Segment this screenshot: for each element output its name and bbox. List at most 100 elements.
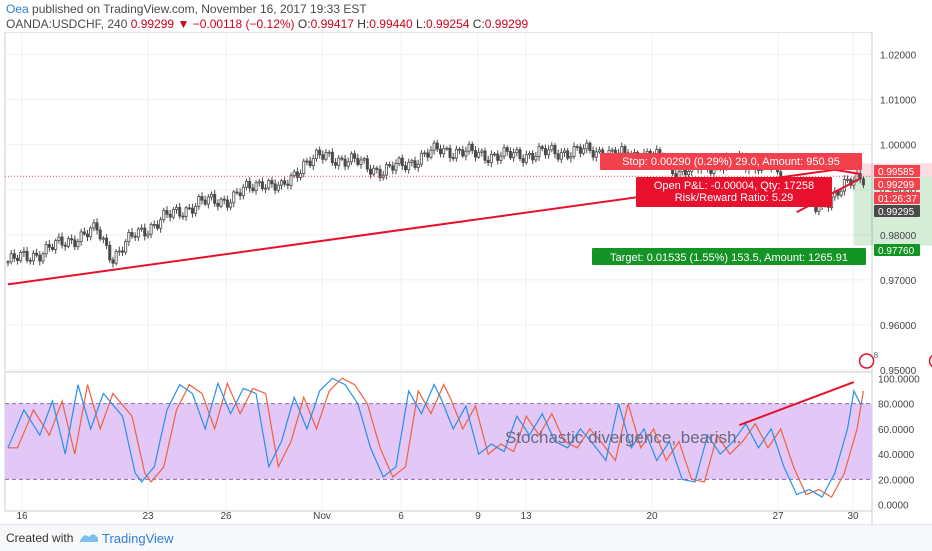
candle-body xyxy=(362,158,366,161)
candle-body xyxy=(89,227,93,238)
time-tick-label: 6 xyxy=(398,511,404,522)
candle-body xyxy=(508,150,512,159)
candle-body xyxy=(114,251,118,264)
price-tag-label: 0.97760 xyxy=(878,246,915,257)
tradingview-brand-link[interactable]: TradingView xyxy=(102,531,174,546)
candle-body xyxy=(416,163,420,168)
candle-body xyxy=(120,250,124,253)
price-tick-label: 0.95000 xyxy=(880,366,917,377)
candle-body xyxy=(861,178,865,186)
event-count-label: 8 xyxy=(874,351,879,360)
candle-body xyxy=(222,198,226,201)
divergence-line xyxy=(739,381,855,427)
candle-body xyxy=(340,157,344,160)
candle-body xyxy=(384,164,388,176)
candle-body xyxy=(95,222,99,231)
candle-body xyxy=(133,235,137,238)
candle-body xyxy=(524,154,528,163)
divergence-annotation: Stochastic divergence, bearish. xyxy=(505,428,741,447)
candle-body xyxy=(244,180,248,188)
candle-body xyxy=(375,167,379,170)
candle-body xyxy=(445,147,449,150)
candle-body xyxy=(302,160,306,174)
candle-body xyxy=(559,152,563,160)
candle-body xyxy=(168,213,172,218)
candle-body xyxy=(200,196,204,201)
candle-body xyxy=(846,178,850,181)
time-tick-label: Nov xyxy=(313,511,331,522)
candle-body xyxy=(159,219,163,229)
candle-body xyxy=(410,160,414,163)
candle-body xyxy=(435,142,439,150)
candle-body xyxy=(569,156,573,159)
candle-body xyxy=(623,146,627,154)
candle-body xyxy=(324,152,328,160)
candle-body xyxy=(429,149,433,158)
candle-body xyxy=(238,192,242,197)
candle-body xyxy=(127,232,131,243)
candle-body xyxy=(251,187,255,192)
candle-body xyxy=(105,237,109,246)
candle-body xyxy=(321,154,325,160)
candle-body xyxy=(44,244,48,255)
candle-body xyxy=(394,163,398,171)
candle-body xyxy=(473,150,477,158)
candle-body xyxy=(9,253,13,263)
price-tick-label: 1.02000 xyxy=(880,51,917,62)
price-tag-box xyxy=(874,244,920,256)
author-link[interactable]: Oea xyxy=(6,2,29,16)
time-tick-label: 20 xyxy=(646,511,658,522)
symbol-legend: OANDA:USDCHF, 240 0.99299 ▼ −0.00118 (−0… xyxy=(6,17,528,31)
candle-body xyxy=(438,148,442,155)
candle-body xyxy=(28,259,32,262)
published-text: published on TradingView.com, November 1… xyxy=(32,2,367,16)
tradingview-logo-icon xyxy=(80,534,98,542)
candle-body xyxy=(578,146,582,154)
candle-body xyxy=(534,156,538,161)
chart-header: Oea published on TradingView.com, Novemb… xyxy=(0,0,932,32)
candle-body xyxy=(241,186,245,197)
candle-body xyxy=(575,146,579,148)
stochastic-tick-label: 40.0000 xyxy=(878,450,915,461)
down-arrow-icon: ▼ xyxy=(177,17,190,31)
candle-body xyxy=(41,253,45,262)
candle-body xyxy=(12,253,16,259)
candle-body xyxy=(82,231,86,235)
candle-body xyxy=(464,150,468,157)
target-label: Target: 0.01535 (1.55%) 153.5, Amount: 1… xyxy=(610,252,848,264)
candle-body xyxy=(594,151,598,158)
candle-body xyxy=(365,158,369,170)
candle-body xyxy=(582,148,586,154)
candle-body xyxy=(155,224,159,229)
candle-body xyxy=(225,199,229,208)
candle-body xyxy=(305,160,309,163)
candle-body xyxy=(279,180,283,186)
candle-body xyxy=(518,149,522,159)
close-value: 0.99299 xyxy=(484,17,529,31)
symbol-label[interactable]: OANDA:USDCHF, 240 xyxy=(6,17,128,31)
candle-body xyxy=(92,222,96,229)
candle-body xyxy=(292,171,296,177)
candle-body xyxy=(108,244,112,261)
publish-info: Oea published on TradingView.com, Novemb… xyxy=(6,2,367,16)
price-tag-label: 01:26:37 xyxy=(878,194,917,205)
chart-area[interactable]: 1.02000 1.01000 1.00000 0.99000 0.98000 0.970… xyxy=(0,32,932,524)
candle-body xyxy=(407,161,411,171)
candle-body xyxy=(213,193,217,204)
overbought-oversold-band xyxy=(5,403,872,480)
price-tick-label: 0.98000 xyxy=(880,231,917,242)
candle-body xyxy=(248,180,252,189)
candle-body xyxy=(267,180,271,189)
candle-body xyxy=(836,190,840,196)
stochastic-tick-label: 100.0000 xyxy=(878,374,920,385)
candle-body xyxy=(397,157,401,164)
time-tick-label: 16 xyxy=(16,511,28,522)
candle-body xyxy=(70,238,74,241)
candle-body xyxy=(327,151,331,154)
candle-body xyxy=(63,244,67,247)
price-tick-label: 0.96000 xyxy=(880,321,917,332)
target-label-box xyxy=(592,248,866,265)
candle-body xyxy=(556,153,560,160)
price-tag-box xyxy=(874,178,920,190)
price-tag-label: 0.99585 xyxy=(878,167,915,178)
